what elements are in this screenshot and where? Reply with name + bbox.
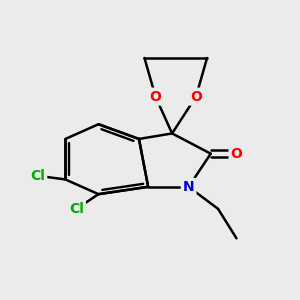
Text: Cl: Cl [30,169,45,183]
Text: N: N [183,180,194,194]
Text: Cl: Cl [69,202,84,216]
Text: O: O [231,147,242,161]
Text: O: O [150,90,161,104]
Text: O: O [190,90,202,104]
